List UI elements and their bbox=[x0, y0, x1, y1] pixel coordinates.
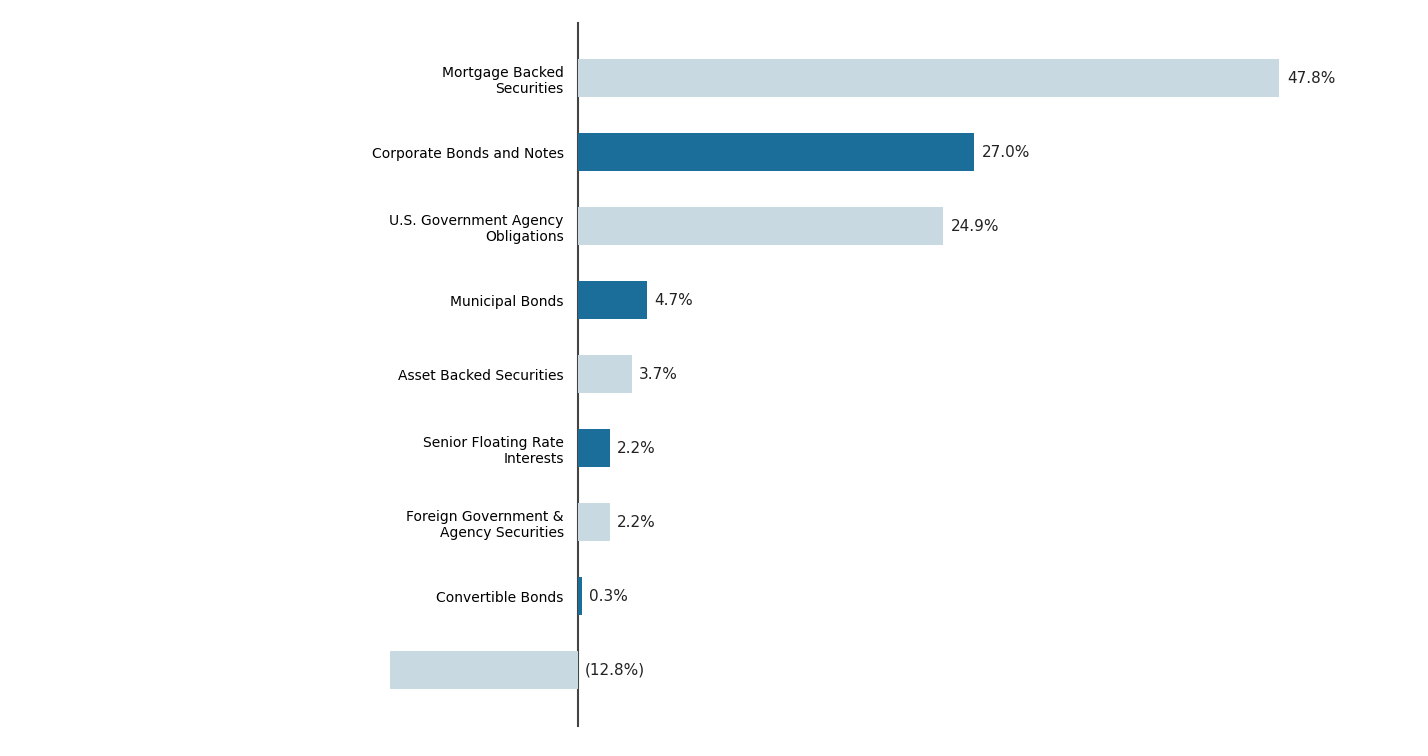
Bar bbox=[390, 651, 578, 689]
Bar bbox=[578, 577, 583, 615]
Bar bbox=[578, 59, 1279, 98]
Bar bbox=[578, 133, 974, 172]
Text: 2.2%: 2.2% bbox=[617, 515, 655, 530]
Text: 3.7%: 3.7% bbox=[640, 367, 678, 382]
Text: 27.0%: 27.0% bbox=[981, 144, 1030, 160]
Text: (12.8%): (12.8%) bbox=[585, 663, 645, 677]
Bar bbox=[578, 355, 633, 393]
Bar bbox=[578, 429, 610, 467]
Text: 47.8%: 47.8% bbox=[1287, 71, 1335, 85]
Bar bbox=[578, 503, 610, 541]
Text: 0.3%: 0.3% bbox=[590, 589, 628, 604]
Bar bbox=[578, 281, 647, 320]
Text: 2.2%: 2.2% bbox=[617, 441, 655, 456]
Text: 4.7%: 4.7% bbox=[654, 293, 693, 308]
Text: 24.9%: 24.9% bbox=[951, 218, 1000, 234]
Bar bbox=[578, 207, 944, 246]
